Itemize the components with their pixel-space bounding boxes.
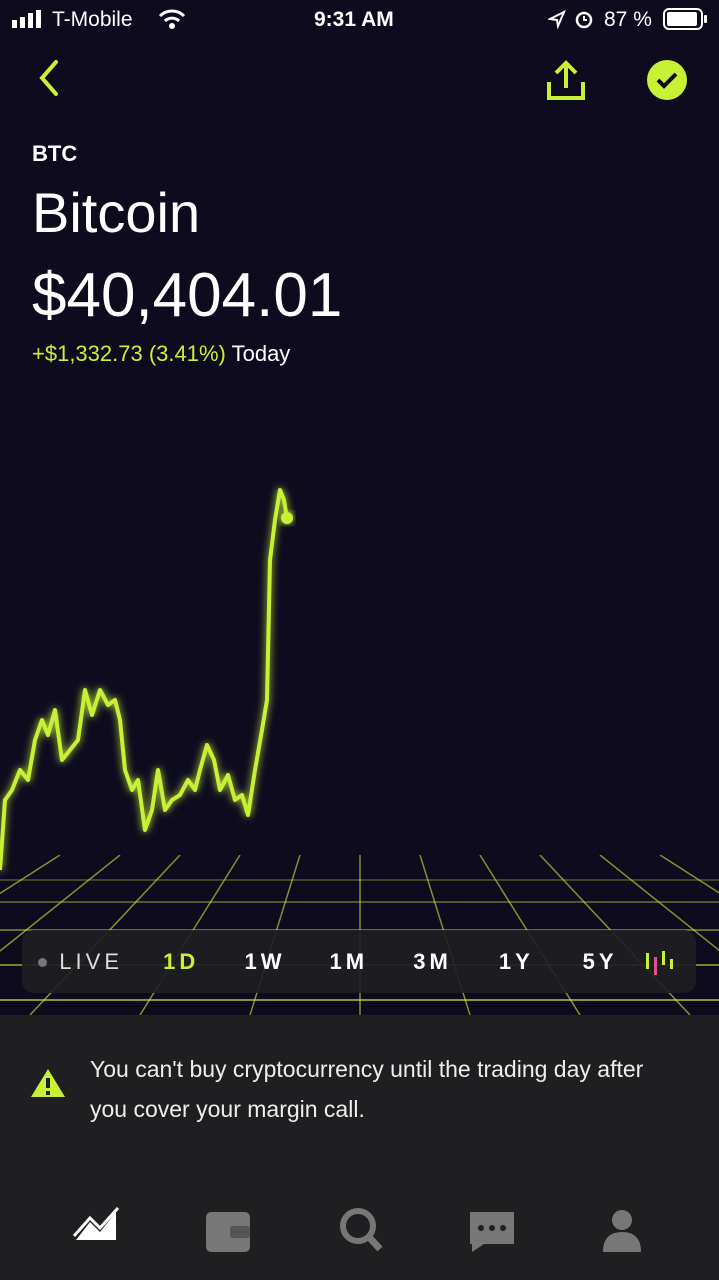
nav-messages[interactable]: [470, 1212, 514, 1252]
grid-line: [659, 855, 719, 894]
range-tab[interactable]: 1D: [163, 948, 200, 974]
price-line: [0, 488, 289, 871]
nav-chart[interactable]: [72, 1206, 120, 1240]
price-change: +$1,332.73 (3.41%): [32, 341, 226, 366]
status-icons: [548, 9, 593, 29]
range-tab[interactable]: 1W: [244, 948, 286, 974]
grid-line: [599, 855, 719, 952]
back-button[interactable]: [34, 58, 64, 98]
asset-symbol: BTC: [32, 141, 78, 166]
tab-bar: [72, 1206, 641, 1252]
asset-name: Bitcoin: [32, 181, 201, 244]
grid-line: [0, 855, 121, 952]
range-label: LIVE: [59, 948, 123, 974]
price-chart: [0, 488, 293, 871]
price-dot: [281, 512, 293, 524]
carrier: T-Mobile: [52, 8, 133, 31]
range-tab[interactable]: 1M: [329, 948, 369, 974]
nav-wallet[interactable]: [206, 1212, 250, 1252]
price-change-row: +$1,332.73 (3.41%) Today: [32, 341, 290, 367]
nav-profile[interactable]: [603, 1210, 641, 1252]
change-period: Today: [231, 341, 291, 366]
wifi-icon: [158, 9, 186, 29]
candle-toggle[interactable]: [642, 947, 682, 977]
share-button[interactable]: [544, 58, 588, 102]
range-tab[interactable]: 5Y: [582, 948, 618, 974]
battery-level: 87 %: [604, 8, 652, 31]
bottom-panel: You can't buy cryptocurrency until the t…: [0, 1015, 719, 1280]
range-tab[interactable]: LIVE: [22, 949, 139, 975]
watchlist-button[interactable]: [646, 59, 688, 101]
signal-icon: [12, 10, 41, 28]
grid-line: [0, 855, 61, 895]
battery-icon: [663, 8, 707, 30]
asset-price: $40,404.01: [32, 261, 343, 330]
nav-search[interactable]: [340, 1208, 383, 1252]
warning-icon: [31, 1069, 65, 1097]
margin-notice: You can't buy cryptocurrency until the t…: [90, 1056, 644, 1122]
clock: 9:31 AM: [314, 8, 394, 31]
range-selector: LIVE 1D 1W 1M 3M 1Y 5Y: [22, 930, 696, 993]
range-tab[interactable]: 1Y: [498, 948, 534, 974]
status-bar: T-Mobile 9:31 AM 87 %: [0, 0, 719, 40]
range-tab[interactable]: 3M: [413, 948, 452, 974]
